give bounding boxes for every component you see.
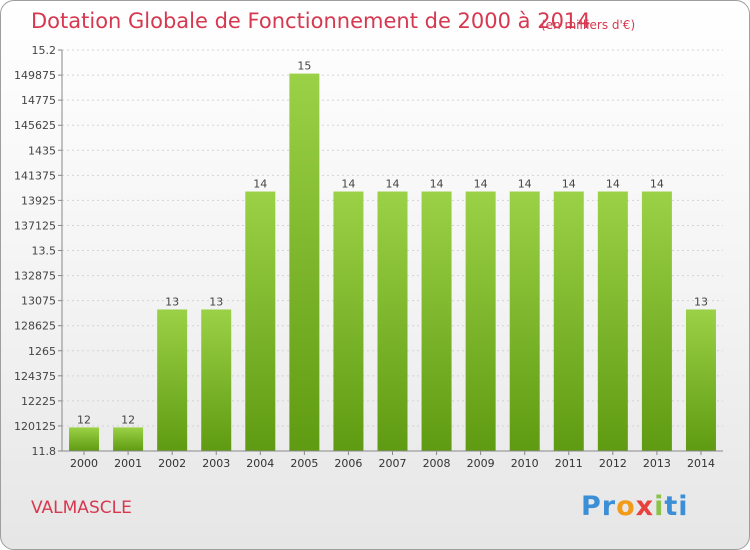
y-tick-label: 11.8 xyxy=(32,445,57,458)
data-label: 14 xyxy=(606,178,620,191)
bar-2006 xyxy=(333,191,364,451)
bar-2005 xyxy=(289,73,320,452)
y-tick-label: 13.5 xyxy=(32,245,57,258)
y-tick-label: 14775 xyxy=(21,94,56,107)
x-tick-label: 2001 xyxy=(114,457,142,470)
data-label: 14 xyxy=(386,178,400,191)
data-label: 12 xyxy=(121,413,135,426)
x-tick-label: 2000 xyxy=(70,457,98,470)
bar-2012 xyxy=(597,191,628,451)
x-tick-label: 2002 xyxy=(158,457,186,470)
data-label: 14 xyxy=(430,178,444,191)
commune-name: VALMASCLE xyxy=(31,498,132,518)
y-tick-label: 149875 xyxy=(14,69,56,82)
bar-2013 xyxy=(641,191,672,451)
bar-2010 xyxy=(509,191,540,451)
bar-2007 xyxy=(377,191,408,451)
y-tick-label: 1265 xyxy=(28,345,56,358)
chart-title: Dotation Globale de Fonctionnement de 20… xyxy=(31,9,591,33)
data-label: 12 xyxy=(77,413,91,426)
x-tick-label: 2007 xyxy=(379,457,407,470)
y-tick-label: 128625 xyxy=(14,320,56,333)
y-tick-label: 145625 xyxy=(14,119,56,132)
data-label: 15 xyxy=(297,60,311,73)
data-label: 14 xyxy=(518,178,532,191)
proxiti-logo: Proxiti xyxy=(581,491,689,522)
data-label: 14 xyxy=(474,178,488,191)
x-tick-label: 2009 xyxy=(467,457,495,470)
bar-2002 xyxy=(157,309,188,451)
data-label: 14 xyxy=(562,178,576,191)
x-tick-label: 2013 xyxy=(643,457,671,470)
x-tick-label: 2003 xyxy=(202,457,230,470)
y-tick-label: 132875 xyxy=(14,270,56,283)
x-tick-label: 2010 xyxy=(511,457,539,470)
bar-2009 xyxy=(465,191,496,451)
chart-unit: (en milliers d'€) xyxy=(541,18,636,32)
logo-part: i xyxy=(654,491,665,522)
x-tick-label: 2012 xyxy=(599,457,627,470)
y-tick-label: 15.2 xyxy=(32,44,57,57)
data-label: 13 xyxy=(209,295,223,308)
y-tick-label: 124375 xyxy=(14,370,56,383)
logo-part: ti xyxy=(664,491,689,522)
y-tick-label: 120125 xyxy=(14,420,56,433)
x-tick-label: 2006 xyxy=(334,457,362,470)
bar-2004 xyxy=(245,191,276,451)
x-tick-label: 2005 xyxy=(290,457,318,470)
y-tick-label: 137125 xyxy=(14,219,56,232)
data-label: 14 xyxy=(253,178,267,191)
x-tick-label: 2008 xyxy=(423,457,451,470)
y-tick-label: 12225 xyxy=(21,395,56,408)
bar-2000 xyxy=(69,427,100,451)
y-tick-label: 13925 xyxy=(21,194,56,207)
data-label: 14 xyxy=(341,178,355,191)
data-label: 14 xyxy=(650,178,664,191)
bar-2011 xyxy=(553,191,584,451)
data-label: 13 xyxy=(165,295,179,308)
logo-part: o xyxy=(616,491,636,522)
y-tick-label: 1435 xyxy=(28,144,56,157)
logo-part: Pr xyxy=(581,491,617,522)
x-tick-label: 2011 xyxy=(555,457,583,470)
bar-2001 xyxy=(113,427,144,451)
x-tick-label: 2004 xyxy=(246,457,274,470)
data-label: 13 xyxy=(694,295,708,308)
x-tick-label: 2014 xyxy=(687,457,715,470)
bar-2003 xyxy=(201,309,232,451)
y-tick-label: 13075 xyxy=(21,295,56,308)
logo-part: x xyxy=(635,491,655,522)
bar-2008 xyxy=(421,191,452,451)
bar-2014 xyxy=(685,309,716,451)
y-tick-label: 141375 xyxy=(14,169,56,182)
